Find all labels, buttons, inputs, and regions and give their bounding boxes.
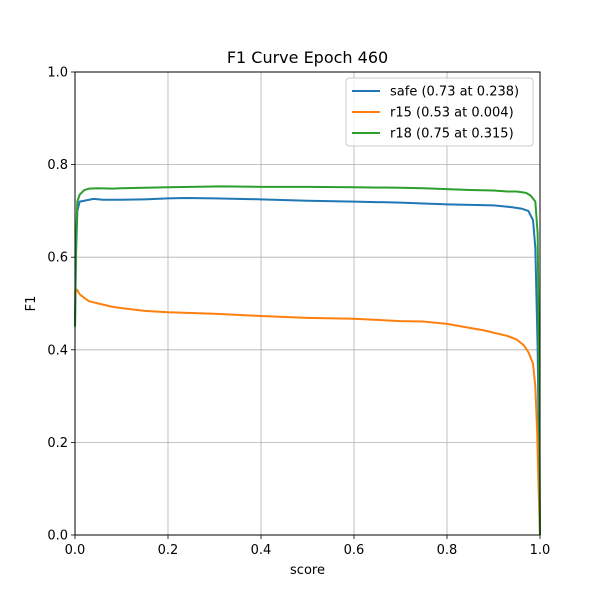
series-line-2 bbox=[74, 185, 541, 536]
x-axis: 0.0 0.2 0.4 0.6 0.8 1.0 bbox=[65, 535, 551, 558]
legend-label-0: safe (0.73 at 0.238) bbox=[390, 85, 519, 100]
y-axis-label: F1 bbox=[24, 296, 39, 312]
x-tick-label: 0.8 bbox=[437, 543, 458, 558]
legend-label-1: r15 (0.53 at 0.004) bbox=[390, 106, 514, 121]
x-tick-label: 0.4 bbox=[251, 543, 272, 558]
y-tick-label: 1.0 bbox=[47, 66, 68, 81]
legend: safe (0.73 at 0.238) r15 (0.53 at 0.004) r… bbox=[345, 77, 534, 147]
series-line-1 bbox=[74, 288, 541, 536]
y-tick-label: 0.0 bbox=[47, 529, 68, 544]
y-axis: 0.0 0.2 0.4 0.6 0.8 1.0 bbox=[47, 66, 75, 544]
y-tick-label: 0.8 bbox=[47, 158, 68, 173]
series-layer bbox=[74, 185, 541, 536]
x-tick-label: 0.6 bbox=[344, 543, 365, 558]
x-axis-label: score bbox=[290, 563, 325, 578]
x-tick-label: 0.0 bbox=[65, 543, 86, 558]
x-tick-label: 1.0 bbox=[530, 543, 551, 558]
x-tick-label: 0.2 bbox=[158, 543, 179, 558]
plot-frame bbox=[74, 71, 541, 536]
grid bbox=[74, 71, 541, 536]
legend-label-2: r18 (0.75 at 0.315) bbox=[390, 127, 514, 142]
chart-title: F1 Curve Epoch 460 bbox=[227, 48, 388, 67]
y-tick-label: 0.6 bbox=[47, 251, 68, 266]
legend-box bbox=[345, 77, 534, 147]
y-tick-label: 0.2 bbox=[47, 436, 68, 451]
series-line-0 bbox=[74, 196, 541, 536]
y-tick-label: 0.4 bbox=[47, 343, 68, 358]
